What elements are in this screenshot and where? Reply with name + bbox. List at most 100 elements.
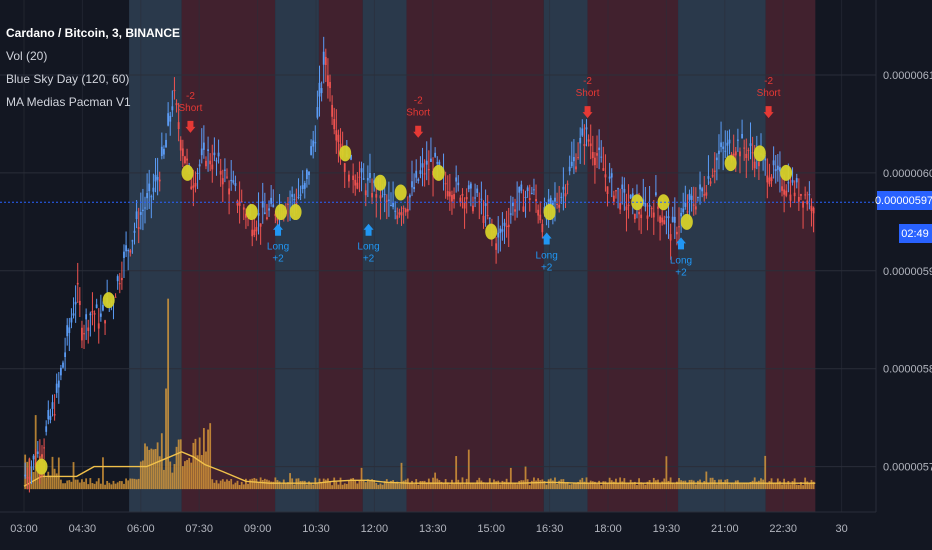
volume-bar [112,480,115,490]
volume-bar [705,471,708,490]
volume-bar [95,481,98,490]
long-signal-label: +2 [675,267,687,278]
volume-bar [587,483,590,490]
candle-body [83,333,85,335]
candle-body [570,161,573,167]
pacman-marker [485,223,498,240]
volume-bar [301,480,304,490]
candle-body [457,182,460,186]
candle-body [322,51,325,65]
volume-bar [526,479,529,490]
long-signal-label: Long [267,242,289,253]
volume-bar [120,481,123,490]
candle-body [743,147,746,149]
volume-bar [591,481,594,490]
candle-body [223,169,226,171]
volume-bar [335,481,338,490]
volume-bar [358,480,361,490]
volume-bar [131,478,134,490]
volume-bar [736,480,739,490]
candle-body [564,193,567,197]
candle-body [718,150,720,155]
volume-bar [509,467,512,490]
candle-body [530,192,533,194]
volume-bar [430,482,432,490]
volume-bar [70,481,73,490]
volume-bar [469,482,472,490]
candle-body [598,147,601,151]
volume-bar [545,484,548,490]
volume-bar [377,484,380,490]
candle-body [779,167,781,172]
volume-bar [572,482,575,490]
volume-bar [444,479,447,490]
candle-body [379,195,382,199]
candle-body [173,90,176,92]
indicator-blue-sky-day[interactable]: Blue Sky Day (120, 60) [6,72,130,86]
volume-bar [83,481,85,490]
candle-body [139,212,142,215]
volume-bar [604,481,607,490]
volume-bar [665,456,668,490]
candle-body [566,183,569,185]
candle-body [800,193,802,196]
volume-bar [209,423,212,490]
volume-bar [772,482,775,490]
candle-body [419,170,422,175]
volume-bar [255,478,258,490]
candle-body [26,477,29,479]
indicator-volume[interactable]: Vol (20) [6,49,48,63]
volume-bar [453,483,455,490]
volume-bar [87,484,90,490]
volume-bar [648,480,651,490]
candle-body [93,313,96,315]
candle-body [81,327,83,341]
volume-bar [133,478,136,490]
volume-bar [440,481,443,490]
candle-body [152,187,155,192]
volume-bar [402,480,405,490]
volume-bar [507,482,510,490]
candle-body [560,196,563,198]
candle-body [266,217,268,219]
indicator-ma-medias-pacman[interactable]: MA Medias Pacman V1 [6,95,131,109]
symbol-title[interactable]: Cardano / Bitcoin, 3, BINANCE [6,26,181,40]
candle-body [745,153,748,159]
candle-body [482,215,485,223]
volume-bar [560,479,563,490]
candle-body [43,447,45,449]
candle-body [207,149,209,152]
candle-body [667,216,670,219]
volume-bar [787,480,790,490]
candle-body [495,243,498,250]
candle-body [387,199,390,201]
candle-body [688,193,691,200]
candle-body [467,185,470,190]
volume-bar [781,484,783,490]
time-tick-label: 07:30 [185,523,213,535]
pacman-marker [35,458,48,475]
background-band [275,0,319,512]
volume-bar [404,479,407,490]
candle-body [348,174,350,182]
candle-body [520,184,523,191]
candle-body [604,174,607,178]
volume-bar [707,483,710,490]
candle-body [631,193,634,199]
candle-body [707,176,710,179]
volume-bar [703,481,706,490]
volume-bar [104,484,106,490]
candle-body [806,200,809,205]
volume-bar [688,479,691,490]
current-price-label-bg [877,191,932,210]
volume-bar [327,478,329,490]
long-signal-label: Long [670,255,692,266]
volume-bar [568,484,571,490]
volume-bar [724,479,727,490]
volume-bar [728,484,731,490]
candle-body [789,194,792,201]
volume-bar [812,481,815,490]
candle-body [333,119,336,130]
volume-bar [62,483,64,490]
